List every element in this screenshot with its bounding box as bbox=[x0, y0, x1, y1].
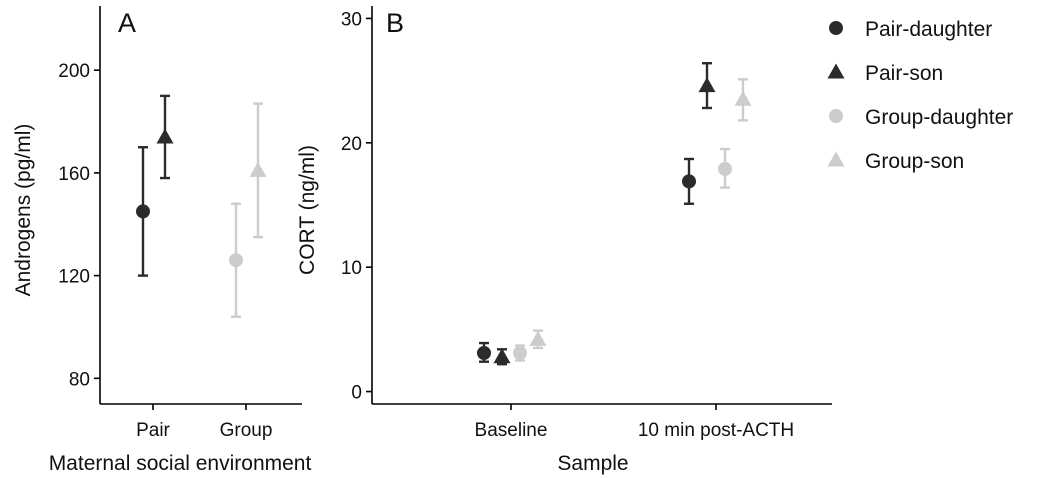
legend-item-group-daughter: Group-daughter bbox=[829, 106, 1013, 129]
panel-a-x-axis-title: Maternal social environment bbox=[49, 452, 312, 475]
panel-b-group-son-point bbox=[529, 330, 547, 346]
panel-a-group-daughter-point bbox=[229, 253, 243, 268]
panel-b-y-tick-label: 20 bbox=[341, 134, 362, 155]
legend-symbol-pair-son bbox=[827, 63, 845, 79]
legend-label-group-son: Group-son bbox=[865, 150, 964, 173]
panel-a-marks bbox=[136, 94, 267, 318]
panel-b-pair-daughter-point bbox=[682, 174, 696, 189]
panel-a: A 80 120 160 200 Pair Group Androgens (pg/ml)… bbox=[12, 6, 311, 475]
panel-b-y-tick-label: 30 bbox=[341, 9, 362, 30]
panel-a-x-tick-label: Pair bbox=[136, 420, 170, 441]
legend-triangle-marker bbox=[827, 63, 845, 79]
legend-label-pair-son: Pair-son bbox=[865, 62, 943, 85]
legend-triangle-marker bbox=[827, 151, 845, 167]
panel-a-y-axis-title: Androgens (pg/ml) bbox=[12, 124, 35, 297]
legend-symbol-pair-daughter bbox=[829, 21, 843, 35]
panel-a-group-son-point bbox=[249, 161, 267, 177]
panel-b-pair-daughter-point bbox=[477, 346, 491, 361]
legend-label-pair-daughter: Pair-daughter bbox=[865, 18, 992, 41]
panel-b-x-axis-title: Sample bbox=[557, 452, 628, 475]
panel-b-group-daughter-point bbox=[718, 161, 732, 176]
panel-b-group-daughter-point bbox=[513, 346, 527, 361]
panel-b-x-tick-label: 10 min post-ACTH bbox=[638, 420, 794, 441]
panel-b-pair-son-point bbox=[493, 348, 511, 364]
panel-b-y-tick-label: 0 bbox=[351, 383, 362, 404]
panel-a-x-tick-label: Group bbox=[220, 420, 273, 441]
legend: Pair-daughter Pair-son Group-daughter Gr… bbox=[827, 18, 1013, 173]
panel-b-letter: B bbox=[386, 8, 404, 38]
panel-b-pair-son-point bbox=[698, 77, 716, 93]
panel-a-y-tick-label: 160 bbox=[58, 164, 90, 185]
panel-a-letter: A bbox=[118, 8, 136, 38]
legend-item-group-son: Group-son bbox=[827, 150, 964, 173]
panel-a-y-tick-label: 200 bbox=[58, 61, 90, 82]
legend-item-pair-daughter: Pair-daughter bbox=[829, 18, 992, 41]
legend-symbol-group-son bbox=[827, 151, 845, 167]
panel-a-pair-daughter-point bbox=[136, 204, 150, 219]
panel-a-pair-son-point bbox=[156, 128, 174, 144]
legend-label-group-daughter: Group-daughter bbox=[865, 106, 1013, 129]
panel-b-axes: 0 10 20 30 Baseline 10 min post-ACTH bbox=[341, 6, 832, 441]
panel-b-x-tick-label: Baseline bbox=[475, 420, 548, 441]
legend-circle-marker bbox=[829, 21, 843, 35]
panel-b: B 0 10 20 30 Baseline 10 min post-ACTH CORT (… bbox=[296, 6, 832, 475]
panel-b-y-tick-label: 10 bbox=[341, 258, 362, 279]
panel-a-axes: 80 120 160 200 Pair Group bbox=[58, 6, 302, 441]
panel-b-marks bbox=[477, 62, 752, 366]
panel-a-y-tick-label: 120 bbox=[58, 267, 90, 288]
panel-b-group-son-point bbox=[734, 90, 752, 106]
panel-b-y-axis-title: CORT (ng/ml) bbox=[296, 145, 319, 275]
legend-circle-marker bbox=[829, 109, 843, 123]
panel-a-y-tick-label: 80 bbox=[69, 369, 90, 390]
legend-symbol-group-daughter bbox=[829, 109, 843, 123]
legend-item-pair-son: Pair-son bbox=[827, 62, 943, 85]
